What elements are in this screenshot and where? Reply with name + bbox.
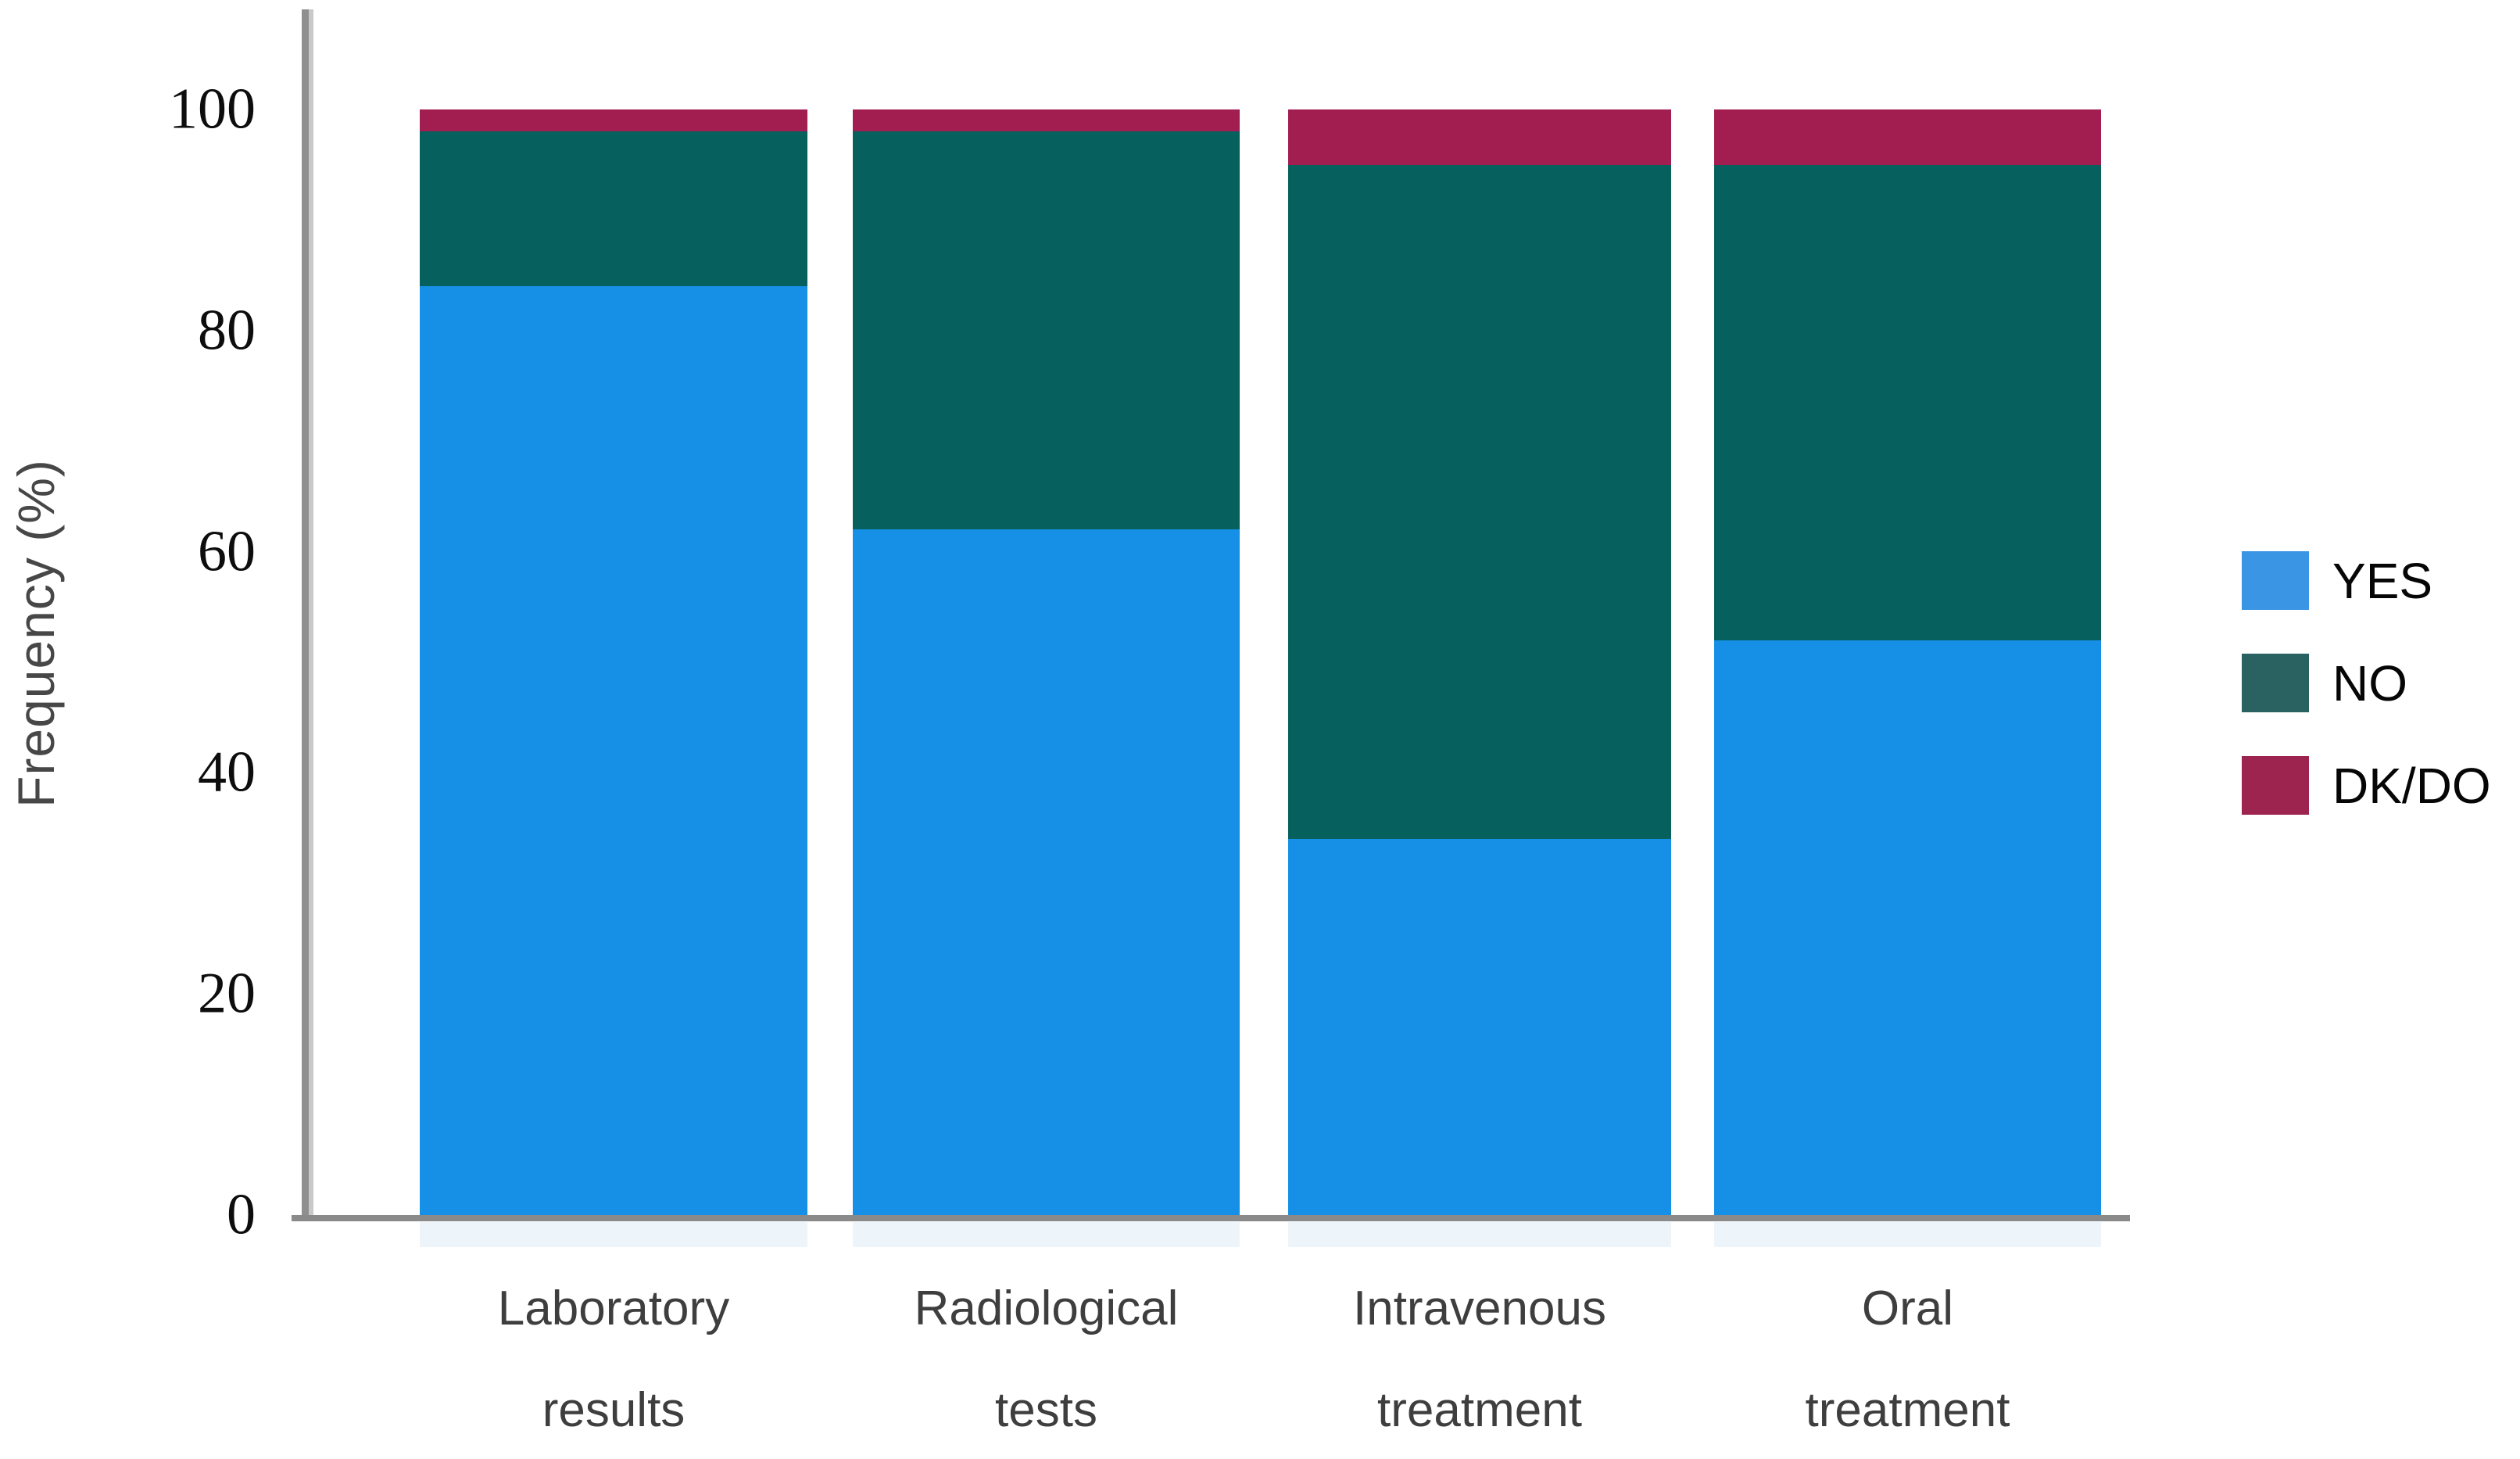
bar-laboratory-results — [420, 109, 807, 1215]
segment-no-intravenous-treatment — [1288, 164, 1671, 840]
segment-no-laboratory-results — [420, 131, 807, 287]
bar-shadow-intravenous-treatment — [1288, 1222, 1671, 1247]
bar-oral-treatment — [1714, 109, 2101, 1215]
legend-item-no: NO — [2242, 654, 2407, 712]
legend-item-dk-do: DK/DO — [2242, 756, 2491, 815]
y-tick-label-40: 40 — [198, 740, 256, 805]
category-label-line: Intravenous — [1353, 1282, 1606, 1335]
y-tick-label-80: 80 — [198, 298, 256, 363]
category-label-line: results — [542, 1383, 685, 1437]
bar-intravenous-treatment — [1288, 109, 1671, 1215]
segment-dk-do-intravenous-treatment — [1288, 109, 1671, 165]
segment-dk-do-radiological-tests — [853, 109, 1240, 132]
bar-radiological-tests — [853, 109, 1240, 1215]
segment-no-oral-treatment — [1714, 164, 2101, 640]
segment-dk-do-oral-treatment — [1714, 109, 2101, 165]
y-tick-label-60: 60 — [198, 519, 256, 584]
segment-yes-oral-treatment — [1714, 640, 2101, 1215]
segment-yes-intravenous-treatment — [1288, 839, 1671, 1215]
legend-swatch-no — [2242, 654, 2309, 712]
category-label-intravenous-treatment: Intravenous treatment — [1230, 1258, 1730, 1459]
category-label-line: treatment — [1377, 1383, 1582, 1437]
y-tick-label-20: 20 — [198, 961, 256, 1026]
segment-yes-laboratory-results — [420, 286, 807, 1215]
legend-swatch-dk-do — [2242, 756, 2309, 815]
category-label-line: tests — [995, 1383, 1097, 1437]
y-tick-label-0: 0 — [227, 1182, 256, 1247]
legend-item-yes: YES — [2242, 551, 2432, 610]
category-label-line: Laboratory — [497, 1282, 730, 1335]
bar-shadow-radiological-tests — [853, 1222, 1240, 1247]
y-tick-label-100: 100 — [169, 77, 256, 142]
bar-shadow-oral-treatment — [1714, 1222, 2101, 1247]
category-label-line: treatment — [1805, 1383, 2010, 1437]
x-axis-line — [292, 1215, 2130, 1221]
legend-swatch-yes — [2242, 551, 2309, 610]
category-label-line: Oral — [1861, 1282, 1954, 1335]
bar-shadow-laboratory-results — [420, 1222, 807, 1247]
category-label-radiological-tests: Radiological tests — [796, 1258, 1297, 1459]
category-label-line: Radiological — [914, 1282, 1179, 1335]
legend-label-dk-do: DK/DO — [2332, 757, 2491, 814]
segment-yes-radiological-tests — [853, 529, 1240, 1215]
category-label-laboratory-results: Laboratory results — [363, 1258, 864, 1459]
y-axis-line — [302, 9, 313, 1221]
segment-dk-do-laboratory-results — [420, 109, 807, 132]
segment-no-radiological-tests — [853, 131, 1240, 530]
legend-label-no: NO — [2332, 654, 2407, 712]
y-axis-title: Frequency (%) — [7, 459, 65, 808]
legend-label-yes: YES — [2332, 552, 2433, 609]
category-label-oral-treatment: Oral treatment — [1658, 1258, 2158, 1459]
